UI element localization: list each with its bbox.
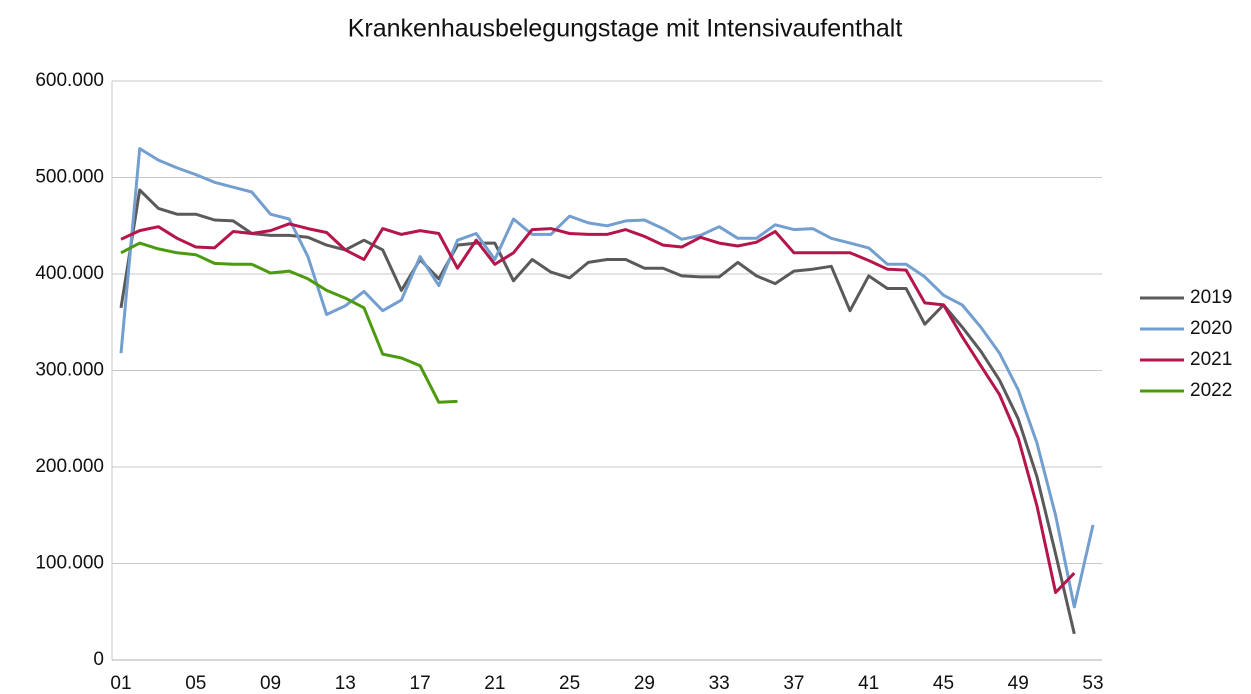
y-tick-label: 0	[93, 649, 104, 670]
x-tick-label: 33	[709, 673, 730, 694]
x-tick-label: 45	[933, 673, 954, 694]
x-tick-label: 13	[335, 673, 356, 694]
x-tick-label: 01	[110, 673, 131, 694]
x-tick-label: 41	[858, 673, 879, 694]
series-line	[119, 147, 1095, 609]
legend-label: 2019	[1190, 287, 1232, 308]
legend-label: 2020	[1190, 318, 1232, 339]
legend-label: 2022	[1190, 380, 1232, 401]
y-tick-label: 100.000	[35, 553, 104, 574]
x-tick-label: 29	[634, 673, 655, 694]
legend-label: 2021	[1190, 349, 1232, 370]
x-tick-label: 37	[783, 673, 804, 694]
y-tick-label: 400.000	[35, 263, 104, 284]
x-tick-label: 53	[1082, 673, 1103, 694]
series-line	[119, 188, 1076, 635]
x-tick-label: 09	[260, 673, 281, 694]
x-tick-label: 21	[484, 673, 505, 694]
x-tick-label: 05	[185, 673, 206, 694]
y-tick-label: 300.000	[35, 360, 104, 381]
series-line	[120, 241, 458, 404]
y-tick-label: 200.000	[35, 456, 104, 477]
chart-title: Krankenhausbelegungstage mit Intensivauf…	[348, 15, 903, 43]
y-tick-label: 600.000	[35, 70, 104, 91]
x-tick-label: 25	[559, 673, 580, 694]
y-tick-label: 500.000	[35, 167, 104, 188]
x-tick-label: 17	[410, 673, 431, 694]
x-tick-label: 49	[1008, 673, 1029, 694]
series-line	[120, 222, 1076, 594]
